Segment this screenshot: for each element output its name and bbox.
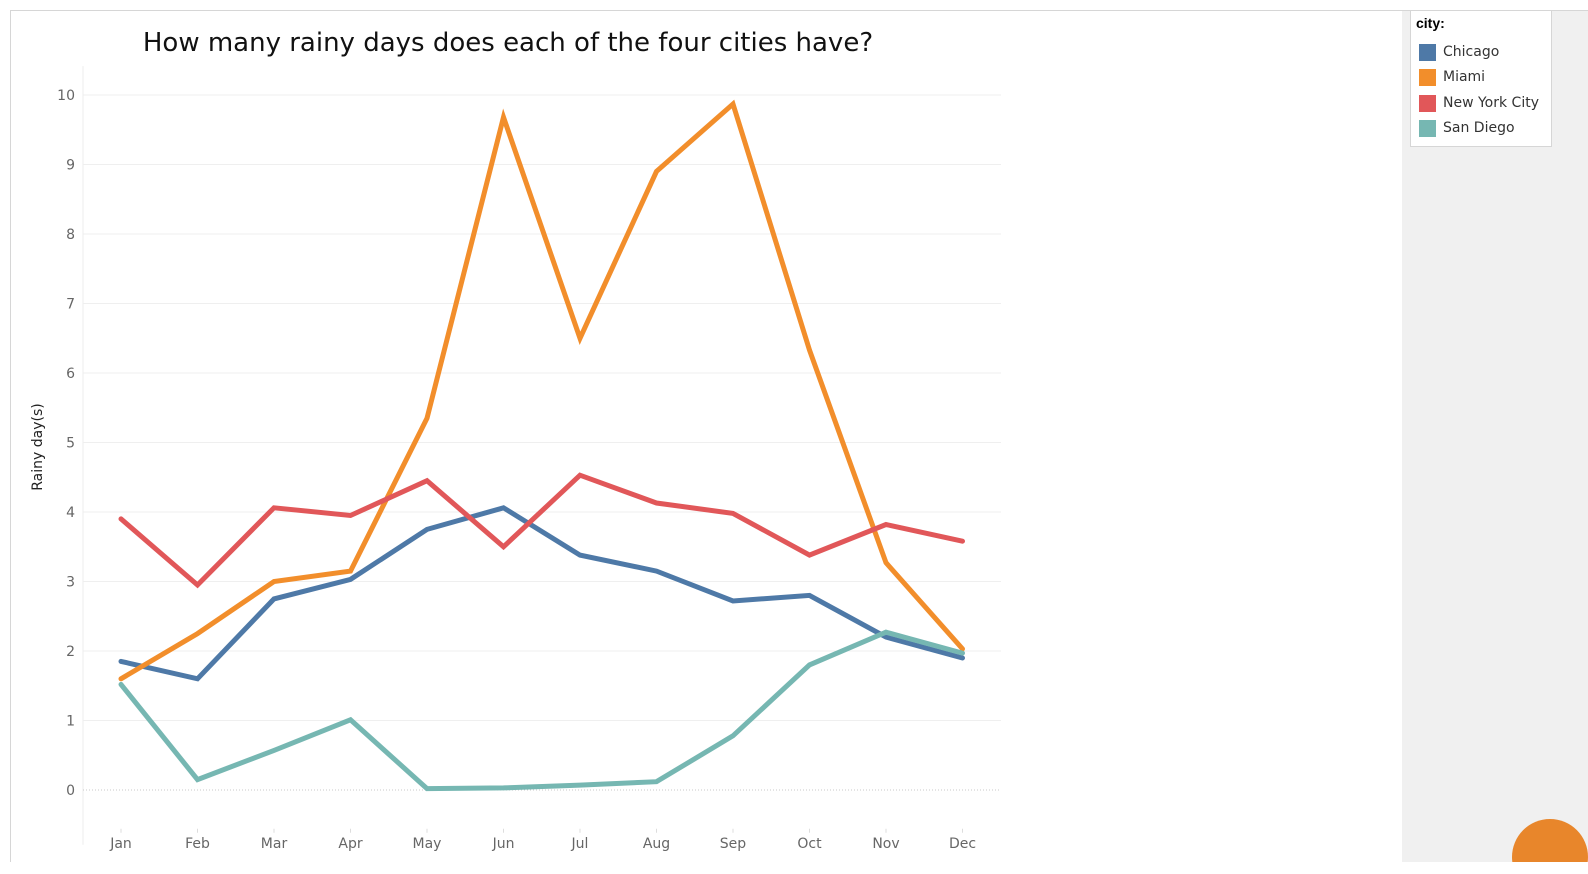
x-tick-label: Sep <box>720 836 747 852</box>
line-chart: 0 1 2 3 4 5 6 7 8 9 10 Jan Feb Mar Apr May Jun Jul Aug Sep… <box>30 28 1001 852</box>
y-tick-label: 0 <box>66 783 75 799</box>
legend-label-chicago: Chicago <box>1443 44 1500 60</box>
legend-item-chicago[interactable]: Chicago <box>1419 42 1499 62</box>
x-tick-label: Oct <box>797 836 822 852</box>
series-line-chicago[interactable] <box>118 505 965 682</box>
y-tick-label: 3 <box>66 575 75 591</box>
y-tick-label: 5 <box>66 436 75 452</box>
y-tick-label: 1 <box>66 714 75 730</box>
x-tick-label: Aug <box>643 836 670 852</box>
help-button[interactable] <box>1512 819 1588 862</box>
x-tick-label: Nov <box>872 836 899 852</box>
viz-frame: 0 1 2 3 4 5 6 7 8 9 10 Jan Feb Mar Apr May Jun Jul Aug Sep… <box>10 10 1402 862</box>
x-tick-label: Jan <box>109 836 132 852</box>
y-tick-label: 6 <box>66 366 75 382</box>
legend: city: Chicago Miami New York City San Di… <box>1410 11 1552 147</box>
series-line-san-diego[interactable] <box>118 629 965 792</box>
legend-label-new-york-city: New York City <box>1443 95 1539 111</box>
legend-item-miami[interactable]: Miami <box>1419 67 1485 87</box>
legend-swatch-miami <box>1419 68 1436 86</box>
y-tick-label: 9 <box>66 158 75 174</box>
legend-swatch-new-york-city <box>1419 94 1436 112</box>
x-tick-labels: Jan Feb Mar Apr May Jun Jul Aug Sep Oct Nov Dec <box>109 828 976 852</box>
x-tick-label: Dec <box>949 836 976 852</box>
x-tick-label: Jul <box>571 836 589 852</box>
x-tick-label: May <box>413 836 442 852</box>
right-pane: city: Chicago Miami New York City San Di… <box>1402 10 1588 862</box>
gridlines <box>82 66 1001 845</box>
y-tick-label: 8 <box>66 227 75 243</box>
y-tick-label: 10 <box>57 88 75 104</box>
series-line-new-york-city[interactable] <box>118 472 965 589</box>
legend-label-san-diego: San Diego <box>1443 120 1515 136</box>
y-axis-label: Rainy day(s) <box>30 403 46 490</box>
legend-swatch-chicago <box>1419 43 1436 61</box>
y-tick-labels: 0 1 2 3 4 5 6 7 8 9 10 <box>57 88 75 799</box>
series-lines[interactable] <box>118 99 965 792</box>
y-tick-label: 2 <box>66 644 75 660</box>
legend-item-san-diego[interactable]: San Diego <box>1419 118 1515 138</box>
y-tick-label: 7 <box>66 297 75 313</box>
legend-swatch-san-diego <box>1419 119 1436 137</box>
chart-title: How many rainy days does each of the fou… <box>143 28 873 58</box>
legend-item-new-york-city[interactable]: New York City <box>1419 93 1539 113</box>
series-line-miami[interactable] <box>118 99 965 682</box>
x-tick-label: Jun <box>492 836 515 852</box>
x-tick-label: Apr <box>338 836 362 852</box>
x-tick-label: Mar <box>261 836 288 852</box>
y-tick-label: 4 <box>66 505 75 521</box>
legend-title: city: <box>1416 15 1445 31</box>
x-tick-label: Feb <box>185 836 210 852</box>
legend-label-miami: Miami <box>1443 69 1486 85</box>
